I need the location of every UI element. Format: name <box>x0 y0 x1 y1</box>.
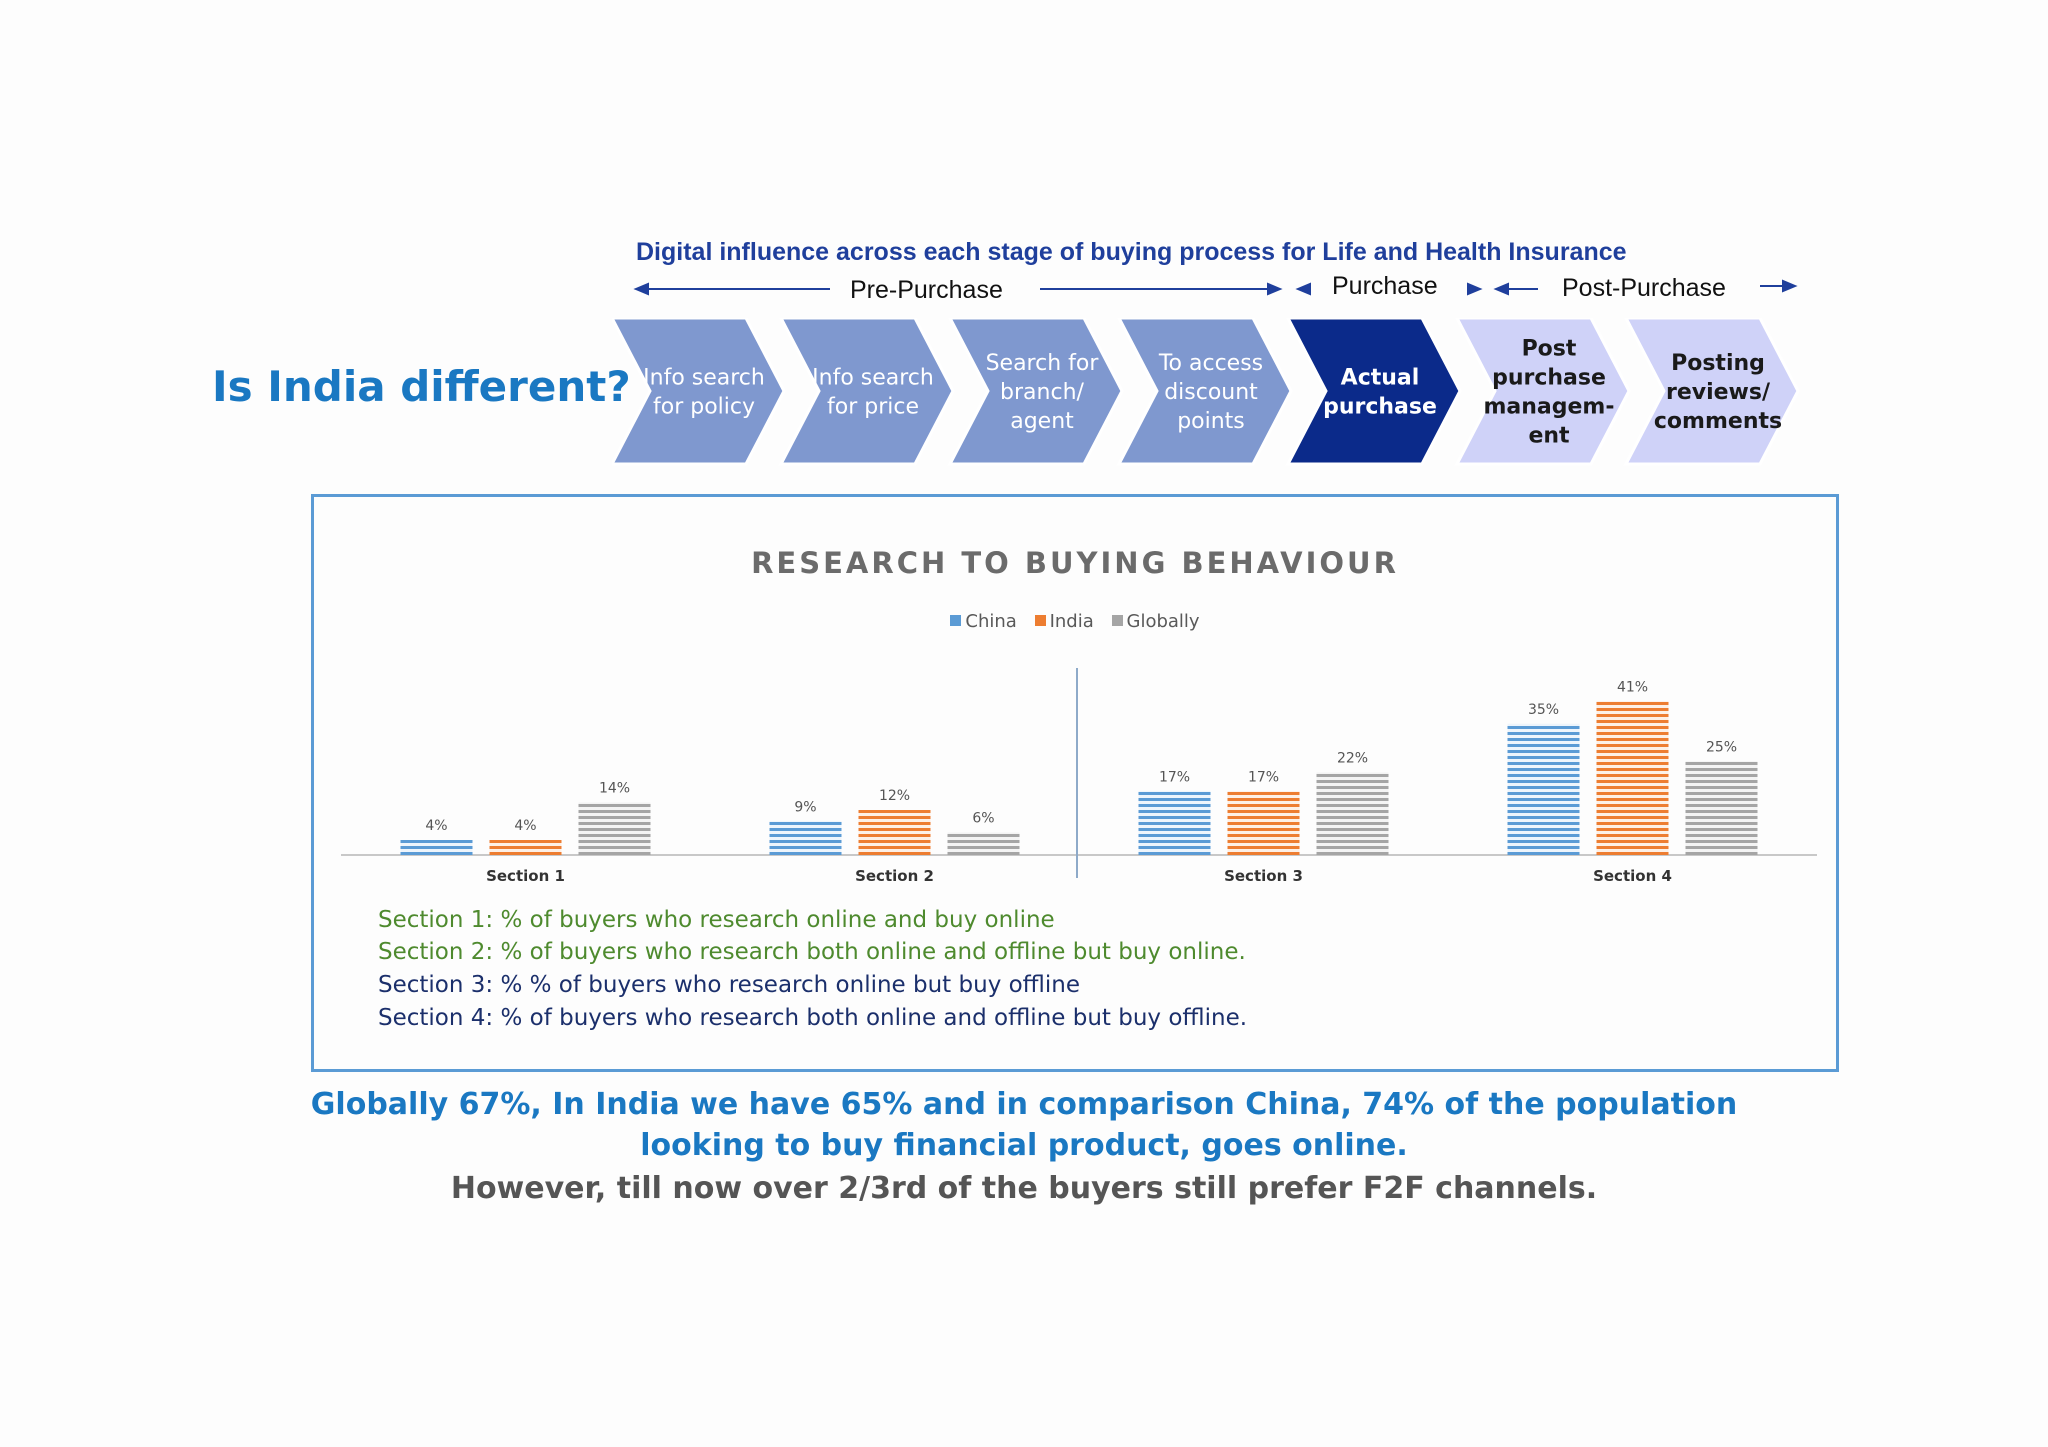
stage-chevron-shape <box>612 318 786 466</box>
stage-label-line: points <box>1177 409 1245 434</box>
chart-legend: China India Globally <box>311 611 1839 632</box>
legend-label-india: India <box>1049 611 1094 632</box>
legend-item-globally: Globally <box>1111 611 1200 632</box>
stage-chevron-7: Posting reviews/comments <box>1623 318 1800 466</box>
stage-label-line: for price <box>827 395 919 420</box>
stage-label-line: ent <box>1528 424 1570 449</box>
stage-label-line: purchase <box>1492 366 1606 391</box>
stage-chevron-shape <box>778 318 955 466</box>
stage-chevron-shape <box>1454 318 1631 466</box>
stage-label-line: purchase <box>1323 395 1437 420</box>
stage-chevron-shape <box>1623 318 1800 466</box>
stage-label-line: discount <box>1164 380 1258 405</box>
stage-chevron-2: Info search for price <box>778 318 955 466</box>
stage-label-line: Info search <box>812 366 934 391</box>
stage-label-line: Info search <box>643 366 765 391</box>
stage-chevron-5: Actual purchase <box>1285 318 1462 466</box>
phase-post-label: Post-Purchase <box>1562 274 1726 302</box>
stage-chevron-shape <box>947 318 1124 466</box>
purchase-arrow-right-head <box>1467 282 1483 296</box>
note-section-3: Section 3: % % of buyers who research on… <box>378 972 1081 998</box>
stage-chevron-shape <box>1285 318 1462 466</box>
legend-swatch-globally <box>1111 615 1123 626</box>
legend-swatch-india <box>1034 615 1046 626</box>
legend-swatch-china <box>950 615 962 626</box>
footer-line-3: However, till now over 2/3rd of the buye… <box>450 1171 1598 1206</box>
stage-label-line: To access <box>1158 351 1263 376</box>
phase-purchase-label: Purchase <box>1332 272 1438 300</box>
page-heading: Is India different? <box>212 362 631 411</box>
note-section-4: Section 4: % of buyers who research both… <box>378 1005 1248 1031</box>
legend-item-india: India <box>1034 611 1094 632</box>
stage-chevrons: Info search for policy Info search for pric… <box>612 318 1800 466</box>
stage-chevron-1: Info search for policy <box>612 318 786 466</box>
stage-chevron-4: To access discount points <box>1116 318 1293 466</box>
note-section-1: Section 1: % of buyers who research onli… <box>378 907 1055 933</box>
phase-arrows: Pre-Purchase Purchase Post-Purchase <box>633 272 1798 304</box>
stage-label-line: for policy <box>653 395 755 420</box>
pre-arrow-right-head <box>1267 282 1283 296</box>
legend-item-china: China <box>950 611 1017 632</box>
stage-chevron-6: Post purchase managem-ent <box>1454 318 1631 466</box>
stage-label-line: Search for <box>986 351 1100 376</box>
phase-pre-label: Pre-Purchase <box>850 276 1003 304</box>
post-arrow-right-head <box>1782 279 1798 293</box>
stage-label-line: Post <box>1522 337 1577 362</box>
purchase-arrow-left-head <box>1295 282 1311 296</box>
chart-frame <box>311 494 1839 1072</box>
flow-title: Digital influence across each stage of b… <box>636 238 1627 266</box>
stage-label-line: agent <box>1010 409 1074 434</box>
legend-label-globally: Globally <box>1126 611 1200 632</box>
stage-label-line: Actual <box>1341 366 1420 391</box>
chart-title: RESEARCH TO BUYING BEHAVIOUR <box>751 546 1399 580</box>
stage-label-line: managem- <box>1483 395 1614 420</box>
stage-label-line: Posting <box>1671 351 1765 376</box>
pre-arrow-left-head <box>633 282 649 296</box>
stage-label-line: branch/ <box>1000 380 1084 405</box>
stage-label-line: reviews/ <box>1666 380 1771 405</box>
stage-chevron-3: Search for branch/agent <box>947 318 1124 466</box>
legend-label-china: China <box>965 611 1017 632</box>
post-arrow-left-head <box>1493 282 1509 296</box>
note-section-2: Section 2: % of buyers who research both… <box>378 939 1246 965</box>
footer-line-1: Globally 67%, In India we have 65% and i… <box>310 1087 1738 1122</box>
stage-label-line: comments <box>1654 409 1782 434</box>
stage-chevron-shape <box>1116 318 1293 466</box>
footer-line-2: looking to buy financial product, goes o… <box>640 1128 1408 1163</box>
